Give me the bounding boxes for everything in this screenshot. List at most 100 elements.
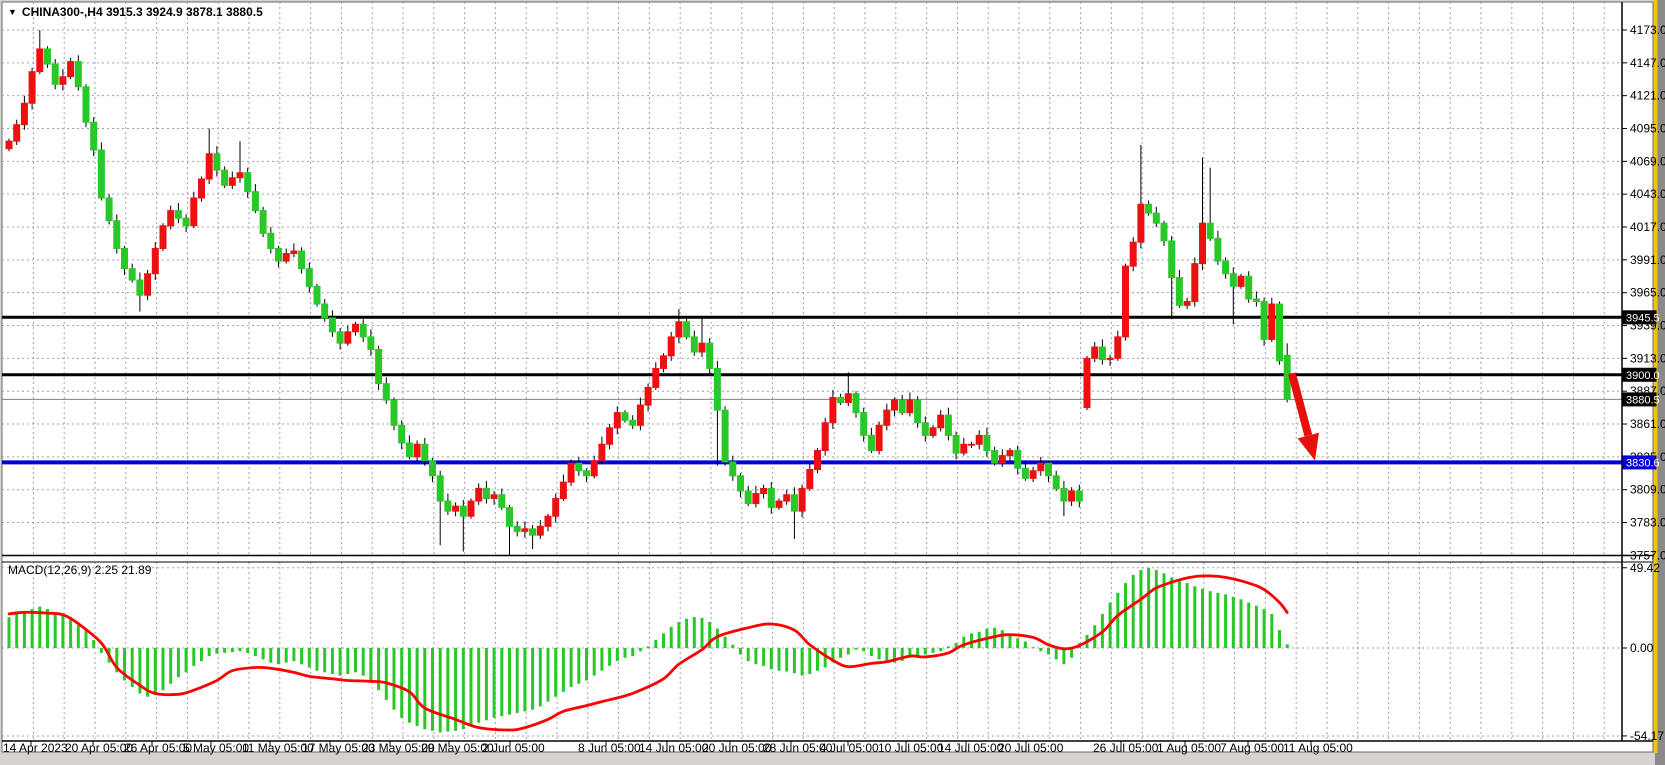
candle-body <box>1222 260 1230 275</box>
macd-histogram-bar <box>623 648 627 658</box>
candle-body <box>798 487 806 512</box>
macd-histogram-bar <box>900 648 904 661</box>
level-lines-layer[interactable] <box>2 315 1622 465</box>
price-tag[interactable] <box>1622 367 1657 382</box>
macd-histogram-bar <box>500 648 504 717</box>
candle-body <box>660 355 667 369</box>
macd-histogram-bar <box>1231 596 1235 648</box>
candle-body <box>1229 273 1237 287</box>
macd-histogram-bar <box>962 636 966 648</box>
time-tick-label: 20 Apr 05:00 <box>65 741 133 755</box>
macd-histogram-bar <box>561 648 565 692</box>
macd-histogram-bar <box>492 648 496 718</box>
candle-body <box>506 506 513 527</box>
macd-histogram-bar <box>1278 630 1281 648</box>
macd-histogram-bar <box>284 648 288 663</box>
macd-histogram-bar <box>1070 648 1074 658</box>
candle-body <box>559 481 567 500</box>
macd-histogram-bar <box>754 648 758 665</box>
arrow-shaft[interactable] <box>1288 372 1313 437</box>
price-axis[interactable]: 4173.0 4147.0 4121.0 4095.0 4069.0 4043.0 4017… <box>1622 23 1665 743</box>
macd-histogram-bar <box>92 639 96 648</box>
macd-histogram-bar <box>869 648 873 657</box>
candle-body <box>1075 490 1083 502</box>
candle-body <box>921 422 929 436</box>
annotation-arrow[interactable] <box>1288 372 1319 461</box>
price-tag[interactable] <box>1622 392 1657 407</box>
price-tag[interactable] <box>1622 455 1657 470</box>
candle-body <box>1045 462 1052 477</box>
candle-body <box>421 443 429 462</box>
candle-body <box>613 412 621 429</box>
candle-body <box>529 528 537 536</box>
macd-histogram-bar <box>15 613 19 648</box>
chart-area-bg[interactable] <box>1 1 1654 753</box>
macd-histogram-bar <box>585 648 588 681</box>
candle-body <box>744 490 752 505</box>
macd-histogram-bar <box>577 648 581 684</box>
macd-histogram-bar <box>330 648 334 674</box>
candle-body <box>390 399 398 426</box>
time-tick-label: 4 Jul 05:00 <box>820 741 879 755</box>
macd-histogram-bar <box>238 648 242 652</box>
macd-histogram-bar <box>1031 647 1035 649</box>
candle-body <box>90 121 98 151</box>
arrow-head[interactable] <box>1297 432 1319 461</box>
macd-histogram-bar <box>723 636 727 648</box>
candle-body <box>667 336 675 357</box>
candle-body <box>944 414 952 436</box>
macd-histogram-bar <box>53 612 57 648</box>
macd-histogram-bar <box>508 648 511 715</box>
candle-body <box>1068 490 1076 502</box>
time-tick-label: 2 Jun 05:00 <box>482 741 545 755</box>
candle-body <box>767 487 775 508</box>
candle-body <box>806 468 814 489</box>
macd-histogram-bar <box>277 648 280 665</box>
time-tick-label: 28 Jun 05:00 <box>763 741 833 755</box>
macd-histogram-bar <box>30 609 34 648</box>
price-tag[interactable] <box>1622 310 1657 325</box>
candle-body <box>1114 336 1122 359</box>
macd-histogram-bar <box>7 617 11 648</box>
macd-histogram-bar <box>1216 592 1220 648</box>
macd-histogram-bar <box>862 648 866 652</box>
candle-body <box>983 434 991 452</box>
candle-body <box>860 412 868 436</box>
macd-histogram-bar <box>1124 583 1127 648</box>
candle-body <box>1021 467 1029 479</box>
candle-body <box>28 71 36 104</box>
candle-body <box>975 434 983 445</box>
macd-histogram-bar <box>123 648 126 681</box>
candle-body <box>1122 265 1129 338</box>
macd-histogram-bar <box>384 648 388 700</box>
price-tag-value: 3830.6 <box>1626 457 1660 469</box>
macd-histogram-bar <box>176 648 180 678</box>
time-tick-label: 14 Jun 05:00 <box>639 741 709 755</box>
macd-histogram-bar <box>69 617 73 648</box>
macd-histogram-bar <box>785 648 789 672</box>
candle-body <box>706 342 714 369</box>
macd-tick-label: 49.42 <box>1630 561 1660 575</box>
candle-body <box>121 247 128 270</box>
candle-body <box>552 498 560 517</box>
candle-body <box>1145 203 1153 214</box>
price-tag-value: 3945.5 <box>1626 312 1660 324</box>
candle-body <box>1083 357 1091 409</box>
macd-histogram-bar <box>600 648 604 671</box>
candle-body <box>790 494 798 512</box>
macd-histogram-bar <box>1000 630 1004 648</box>
price-tags-layer[interactable]: 3945.5 3900.0 3830.6 3880.5 <box>1622 310 1660 470</box>
macd-histogram-bar <box>885 648 889 661</box>
candle-body <box>267 232 275 249</box>
macd-histogram-bar <box>970 633 973 648</box>
macd-histogram-bar <box>1047 648 1050 655</box>
macd-histogram-bar <box>61 613 65 648</box>
price-tick-label: 3809.0 <box>1630 483 1665 497</box>
candle-body <box>590 460 598 477</box>
macd-histogram-bar <box>1154 570 1158 648</box>
macd-histogram-bar <box>161 648 165 691</box>
candle-body <box>444 500 452 512</box>
macd-histogram-bar <box>1016 638 1020 648</box>
